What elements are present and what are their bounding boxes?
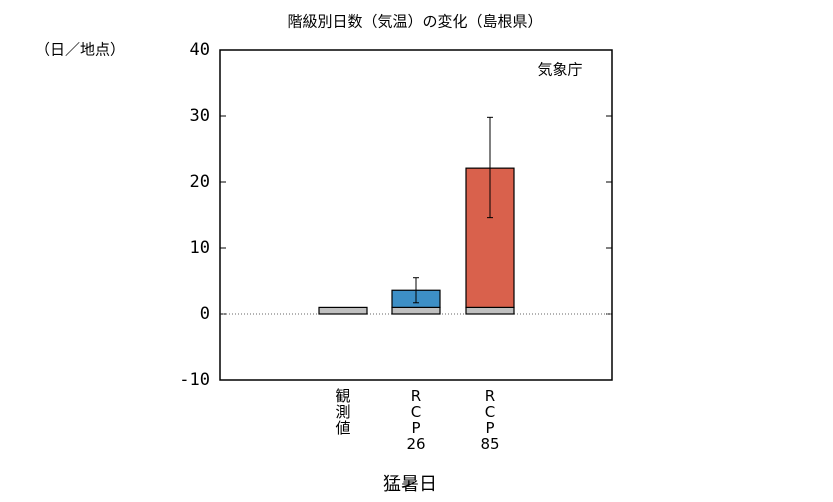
y-unit-label: （日／地点） bbox=[35, 41, 125, 59]
x-tick-label: 観測値 bbox=[335, 387, 350, 437]
x-axis-label: 猛暑日 bbox=[383, 474, 437, 495]
y-tick-label: 40 bbox=[190, 40, 210, 60]
bar bbox=[391, 306, 441, 315]
y-tick-label: -10 bbox=[179, 370, 210, 390]
plot-frame bbox=[219, 49, 613, 381]
bar bbox=[465, 306, 515, 315]
annotation: 気象庁 bbox=[537, 61, 582, 79]
chart-title: 階級別日数（気温）の変化（島根県） bbox=[287, 13, 542, 31]
bar bbox=[318, 306, 368, 315]
y-tick-label: 10 bbox=[190, 238, 210, 258]
x-tick-label: R C P 85 bbox=[480, 387, 499, 453]
x-tick-label: R C P 26 bbox=[406, 387, 425, 453]
y-tick-label: 20 bbox=[190, 172, 210, 192]
y-tick-label: 30 bbox=[190, 106, 210, 126]
y-tick-label: 0 bbox=[200, 304, 210, 324]
